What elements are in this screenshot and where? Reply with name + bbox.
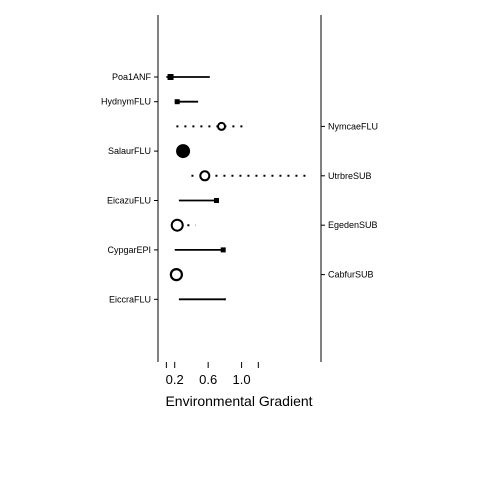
point-marker [167,74,174,80]
taxon-label: EgedenSUB [328,220,378,230]
point-marker [199,170,211,182]
taxon-label: EicazuFLU [107,196,151,206]
x-tick-label: 1.0 [233,372,251,387]
taxon-label: UtrbreSUB [328,171,372,181]
taxon-label: CabfurSUB [328,270,374,280]
taxon-label: CypgarEPI [107,245,151,255]
x-axis-ticks: 0.2 0.6 1.0 [166,362,259,387]
x-tick-label: 0.2 [166,372,184,387]
x-axis-title: Environmental Gradient [165,393,312,409]
taxon-label: EiccraFLU [109,294,151,304]
taxon-labels: Poa1ANF HydnymFLU NymcaeFLU SalaurFLU Utrbre… [101,72,378,304]
plot-marks [166,74,307,301]
point-marker [170,218,184,232]
taxon-label: HydnymFLU [101,97,151,107]
point-marker [169,268,183,282]
point-marker [176,144,191,159]
taxon-label: Poa1ANF [112,72,152,82]
point-marker [223,298,226,301]
taxon-label: SalaurFLU [108,146,151,156]
point-marker [214,198,220,203]
x-tick-label: 0.6 [199,372,217,387]
taxon-label: NymcaeFLU [328,121,378,131]
point-marker [174,99,180,105]
point-marker [220,247,226,253]
point-marker [217,121,227,131]
